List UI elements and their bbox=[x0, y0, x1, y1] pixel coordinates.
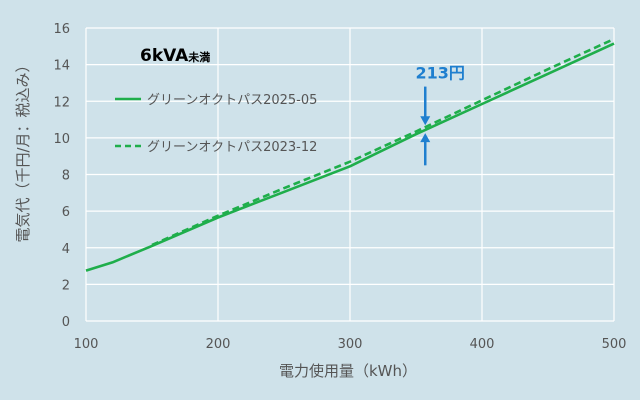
x-tick-label: 200 bbox=[206, 337, 231, 352]
difference-label: 213円 bbox=[416, 64, 465, 83]
chart-title-main: 6kVA bbox=[140, 46, 189, 66]
x-axis-title: 電力使用量（kWh） bbox=[279, 362, 417, 380]
y-tick-label: 14 bbox=[53, 59, 70, 74]
series-lines bbox=[85, 37, 615, 272]
y-tick-label: 6 bbox=[62, 205, 70, 220]
series-line-2025-05 bbox=[85, 42, 615, 272]
y-tick-label: 16 bbox=[53, 22, 70, 37]
tick-labels: 0 2 4 6 8 10 12 14 16 100 200 300 400 500 bbox=[53, 22, 626, 352]
x-tick-label: 100 bbox=[74, 337, 99, 352]
chart-title-suffix: 未満 bbox=[187, 50, 210, 64]
y-tick-label: 12 bbox=[53, 95, 70, 110]
x-tick-label: 500 bbox=[602, 337, 627, 352]
y-tick-label: 2 bbox=[62, 278, 70, 293]
y-tick-label: 4 bbox=[62, 242, 70, 257]
x-tick-label: 400 bbox=[470, 337, 495, 352]
x-tick-label: 300 bbox=[338, 337, 363, 352]
legend-label-2023: グリーンオクトパス2023-12 bbox=[147, 140, 317, 155]
y-axis-title: 電気代（千円/月：税込み） bbox=[14, 57, 32, 242]
legend: グリーンオクトパス2025-05 グリーンオクトパス2023-12 bbox=[115, 93, 317, 155]
chart-title: 6kVA未満 bbox=[140, 46, 210, 66]
arrow-down-head bbox=[420, 116, 431, 126]
arrow-up-head bbox=[420, 133, 431, 143]
grid bbox=[85, 27, 615, 322]
series-line-2023-12 bbox=[151, 37, 615, 247]
difference-annotation: 213円 bbox=[416, 64, 465, 166]
y-tick-label: 8 bbox=[62, 169, 70, 184]
y-tick-label: 0 bbox=[62, 315, 70, 330]
y-tick-label: 10 bbox=[53, 132, 70, 147]
legend-label-2025: グリーンオクトパス2025-05 bbox=[147, 93, 317, 108]
